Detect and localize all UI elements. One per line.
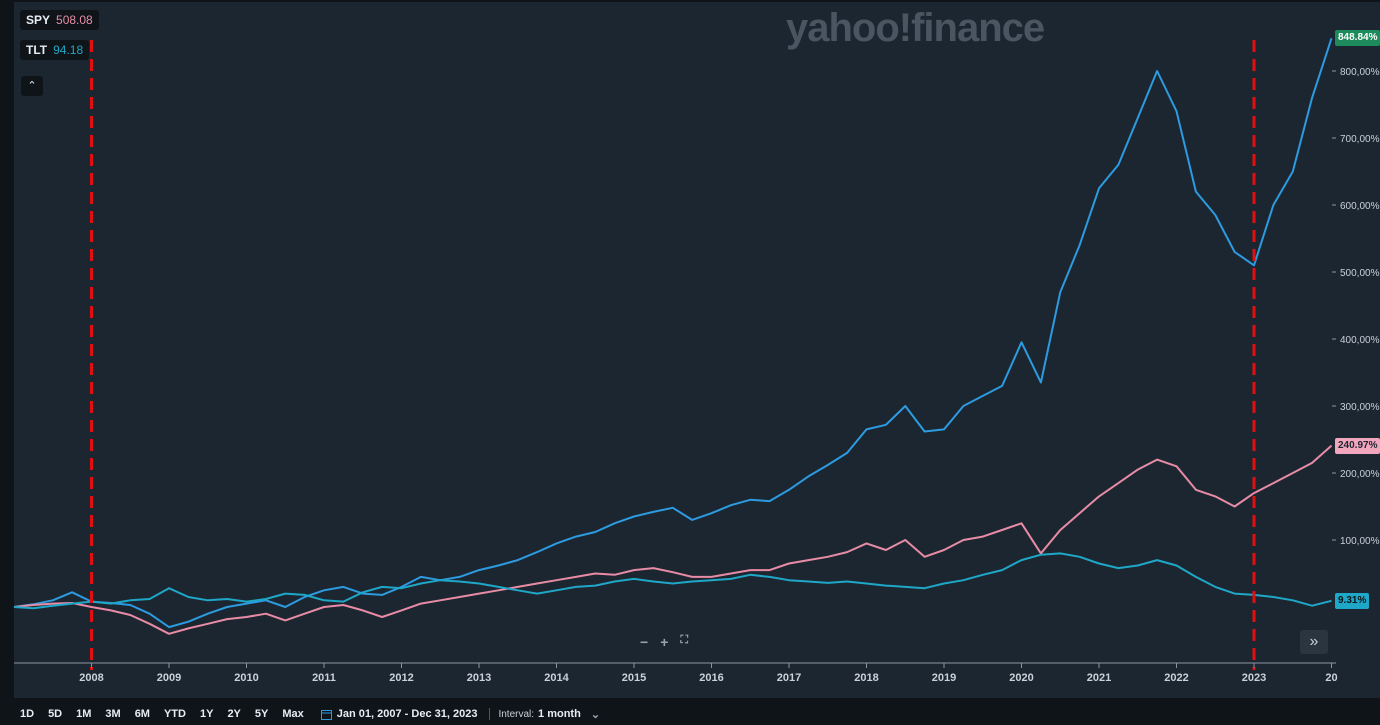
x-tick-label: 2021 xyxy=(1087,672,1111,684)
x-tick-label: 2011 xyxy=(312,672,336,684)
range-button-ytd[interactable]: YTD xyxy=(163,708,186,720)
legend-value-spy: 508.08 xyxy=(56,13,93,27)
x-tick-label: 2010 xyxy=(234,672,258,684)
range-button-2y[interactable]: 2Y xyxy=(227,708,241,720)
chevron-up-icon: ⌃ xyxy=(27,80,37,92)
x-tick-label: 2015 xyxy=(622,672,646,684)
x-tick-label: 2023 xyxy=(1242,672,1266,684)
date-range-text: Jan 01, 2007 - Dec 31, 2023 xyxy=(336,708,478,720)
range-button-5y[interactable]: 5Y xyxy=(254,708,269,720)
yahoo-finance-watermark: yahoo!finance xyxy=(786,6,1045,50)
series-lines xyxy=(13,37,1333,635)
chevron-down-icon: ⌄ xyxy=(590,708,601,721)
x-tick-label: 2012 xyxy=(389,672,413,684)
zoom-controls: − + ⛶ xyxy=(640,634,688,654)
range-button-1y[interactable]: 1Y xyxy=(199,708,214,720)
zoom-out-button[interactable]: − xyxy=(640,634,649,650)
jump-to-latest-button[interactable]: » xyxy=(1300,630,1328,654)
range-button-1m[interactable]: 1M xyxy=(76,708,92,720)
x-tick-label: 2019 xyxy=(932,672,956,684)
legend-symbol-tlt: TLT xyxy=(26,43,48,57)
series-line-2[interactable] xyxy=(13,444,1333,635)
series-line-3[interactable] xyxy=(13,552,1332,610)
y-axis: 100,00% 200,00% 300,00% 400,00% 500,00% 600,0… xyxy=(1332,67,1380,547)
x-tick-label: 2018 xyxy=(854,672,878,684)
x-tick-label: 2014 xyxy=(544,672,569,684)
x-tick-label: 2017 xyxy=(777,672,801,684)
range-button-6m[interactable]: 6M xyxy=(134,708,150,720)
legend-value-tlt: 94.18 xyxy=(53,43,84,57)
date-range-picker[interactable]: Jan 01, 2007 - Dec 31, 2023 xyxy=(311,708,486,720)
toolbar-divider xyxy=(489,708,491,720)
y-tick-label: 200,00% xyxy=(1340,469,1380,480)
event-markers xyxy=(90,40,1256,670)
interval-label: Interval: xyxy=(498,708,535,720)
interval-value: 1 month xyxy=(538,708,581,720)
series-line-1[interactable] xyxy=(13,37,1333,629)
price-tag-series-2: 240.97% xyxy=(1335,437,1380,454)
price-tag-series-3: 9.31% xyxy=(1335,592,1370,609)
range-button-max[interactable]: Max xyxy=(282,708,304,720)
x-tick-label: 2008 xyxy=(79,672,103,684)
y-tick-label: 600,00% xyxy=(1340,201,1380,212)
x-axis: 2008 2009 2010 2011 2012 2013 2014 2015 2016 2017… xyxy=(14,662,1338,684)
y-tick-label: 300,00% xyxy=(1340,402,1380,413)
interval-dropdown[interactable]: Interval: 1 month ⌄ xyxy=(494,708,600,721)
x-tick-label: 2022 xyxy=(1164,672,1188,684)
y-tick-label: 700,00% xyxy=(1340,134,1380,145)
x-tick-label: 2020 xyxy=(1009,672,1033,684)
legend-symbol-spy: SPY xyxy=(26,13,51,27)
fit-screen-icon[interactable]: ⛶ xyxy=(680,634,689,646)
y-tick-label: 500,00% xyxy=(1340,268,1380,279)
legend-spy[interactable]: SPY 508.08 xyxy=(20,10,99,30)
calendar-icon xyxy=(320,709,332,720)
x-tick-label: 2016 xyxy=(699,672,723,684)
y-tick-label: 400,00% xyxy=(1340,335,1380,346)
legend-tlt[interactable]: TLT 94.18 xyxy=(20,40,90,60)
collapse-legend-button[interactable]: ⌃ xyxy=(21,76,43,96)
y-tick-label: 800,00% xyxy=(1340,67,1380,78)
x-tick-label: 2013 xyxy=(467,672,491,684)
range-button-3m[interactable]: 3M xyxy=(105,708,121,720)
zoom-in-button[interactable]: + xyxy=(660,634,669,650)
price-tag-series-1: 848.84% xyxy=(1335,30,1380,47)
x-tick-label: 2009 xyxy=(157,672,181,684)
x-tick-label: 20 xyxy=(1325,672,1337,684)
time-range-toolbar: 1D 5D 1M 3M 6M YTD 1Y 2Y 5Y Max Jan 01, … xyxy=(0,703,1380,725)
range-button-1d[interactable]: 1D xyxy=(20,708,35,720)
y-tick-label: 100,00% xyxy=(1340,536,1380,547)
range-button-5d[interactable]: 5D xyxy=(48,708,63,720)
